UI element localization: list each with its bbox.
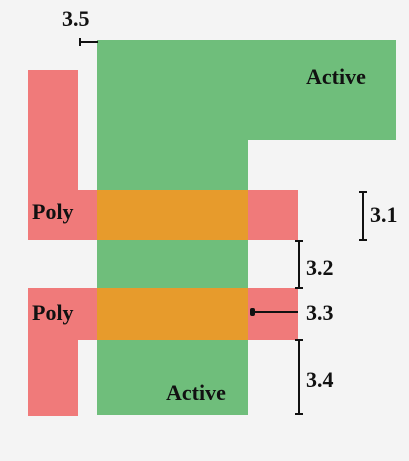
overlap-top — [97, 190, 248, 240]
dim-label-3-1: 3.1 — [370, 202, 398, 227]
dim-label-3-3: 3.3 — [306, 300, 334, 325]
dim-label-3-2: 3.2 — [306, 255, 334, 280]
label-poly-top: Poly — [32, 199, 74, 224]
label-poly-bottom: Poly — [32, 300, 74, 325]
label-active-top: Active — [306, 64, 366, 89]
dim-tick-3-3 — [250, 308, 255, 316]
dim-tick-3-2-top — [295, 240, 303, 242]
active-region-top-arm — [248, 40, 396, 140]
dim-line-3-5 — [80, 41, 98, 43]
dim-line-3-2 — [298, 241, 300, 288]
dim-tick-3-1-top — [359, 191, 367, 193]
label-active-bottom: Active — [166, 380, 226, 405]
dim-tick-3-5 — [79, 38, 81, 46]
overlap-bottom — [97, 288, 248, 340]
dim-tick-3-2-bottom — [295, 287, 303, 289]
poly-bottom-vertical — [28, 288, 78, 416]
dim-line-3-3 — [252, 311, 298, 313]
dim-tick-3-1-bottom — [359, 239, 367, 241]
dim-line-3-4 — [298, 340, 300, 415]
dim-tick-3-4-top — [295, 339, 303, 341]
dim-label-3-4: 3.4 — [306, 367, 334, 392]
dim-tick-3-4-bottom — [295, 413, 303, 415]
dim-line-3-1 — [362, 192, 364, 240]
dim-label-3-5: 3.5 — [62, 6, 90, 31]
